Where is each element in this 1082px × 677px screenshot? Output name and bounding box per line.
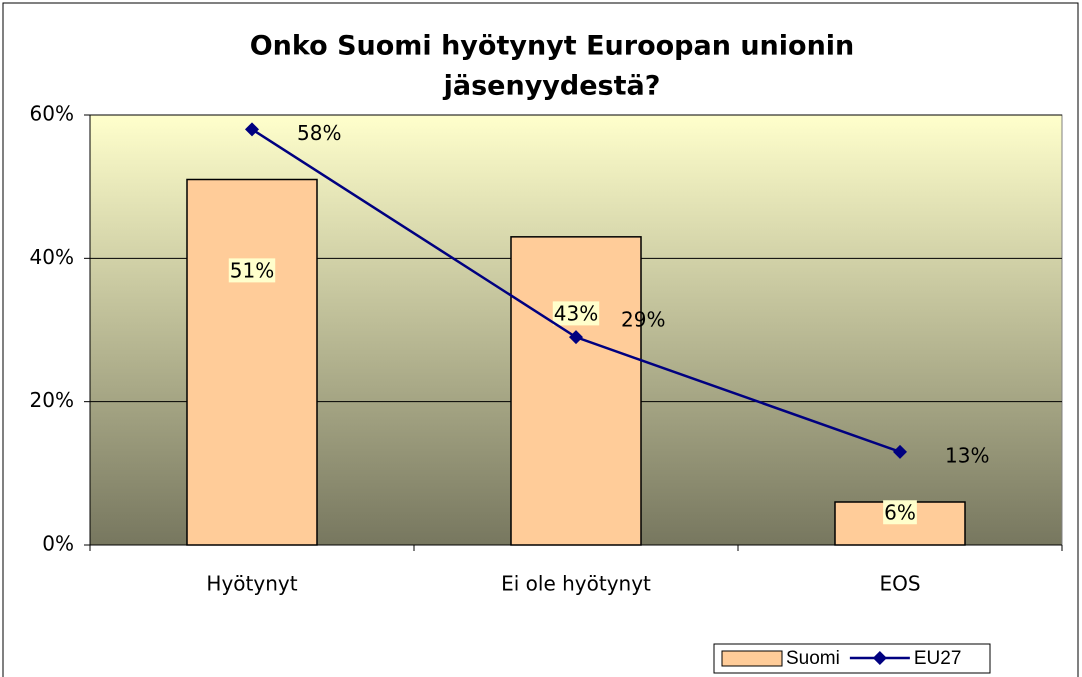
- data-label-bg: [228, 258, 276, 283]
- y-tick-label: 0%: [42, 532, 74, 556]
- x-tick-label: Hyötynyt: [206, 572, 297, 596]
- legend-label: EU27: [914, 648, 962, 669]
- y-tick-label: 20%: [30, 388, 74, 412]
- data-label: 51%: [230, 258, 274, 282]
- data-label: 13%: [945, 443, 989, 467]
- y-tick-label: 60%: [30, 102, 74, 126]
- marker: [569, 330, 583, 345]
- chart-title: Onko Suomi hyötynyt Euroopan unionin: [250, 31, 855, 62]
- data-label-bg: [552, 301, 600, 326]
- data-label-bg: [883, 500, 917, 525]
- chart-title: jäsenyydestä?: [443, 71, 661, 102]
- data-label: 43%: [554, 301, 598, 325]
- legend-marker: [872, 651, 887, 665]
- legend-swatch: [721, 650, 783, 667]
- x-tick-label: Ei ole hyötynyt: [501, 572, 651, 596]
- marker: [893, 444, 907, 459]
- bar: [186, 178, 318, 546]
- data-label: 29%: [621, 308, 665, 332]
- legend-label: Suomi: [786, 648, 840, 669]
- x-tick-label: EOS: [879, 572, 920, 596]
- bar: [510, 236, 642, 546]
- data-label: 6%: [884, 500, 916, 524]
- y-tick-label: 40%: [30, 245, 74, 269]
- data-label: 58%: [297, 121, 341, 145]
- marker: [245, 122, 259, 137]
